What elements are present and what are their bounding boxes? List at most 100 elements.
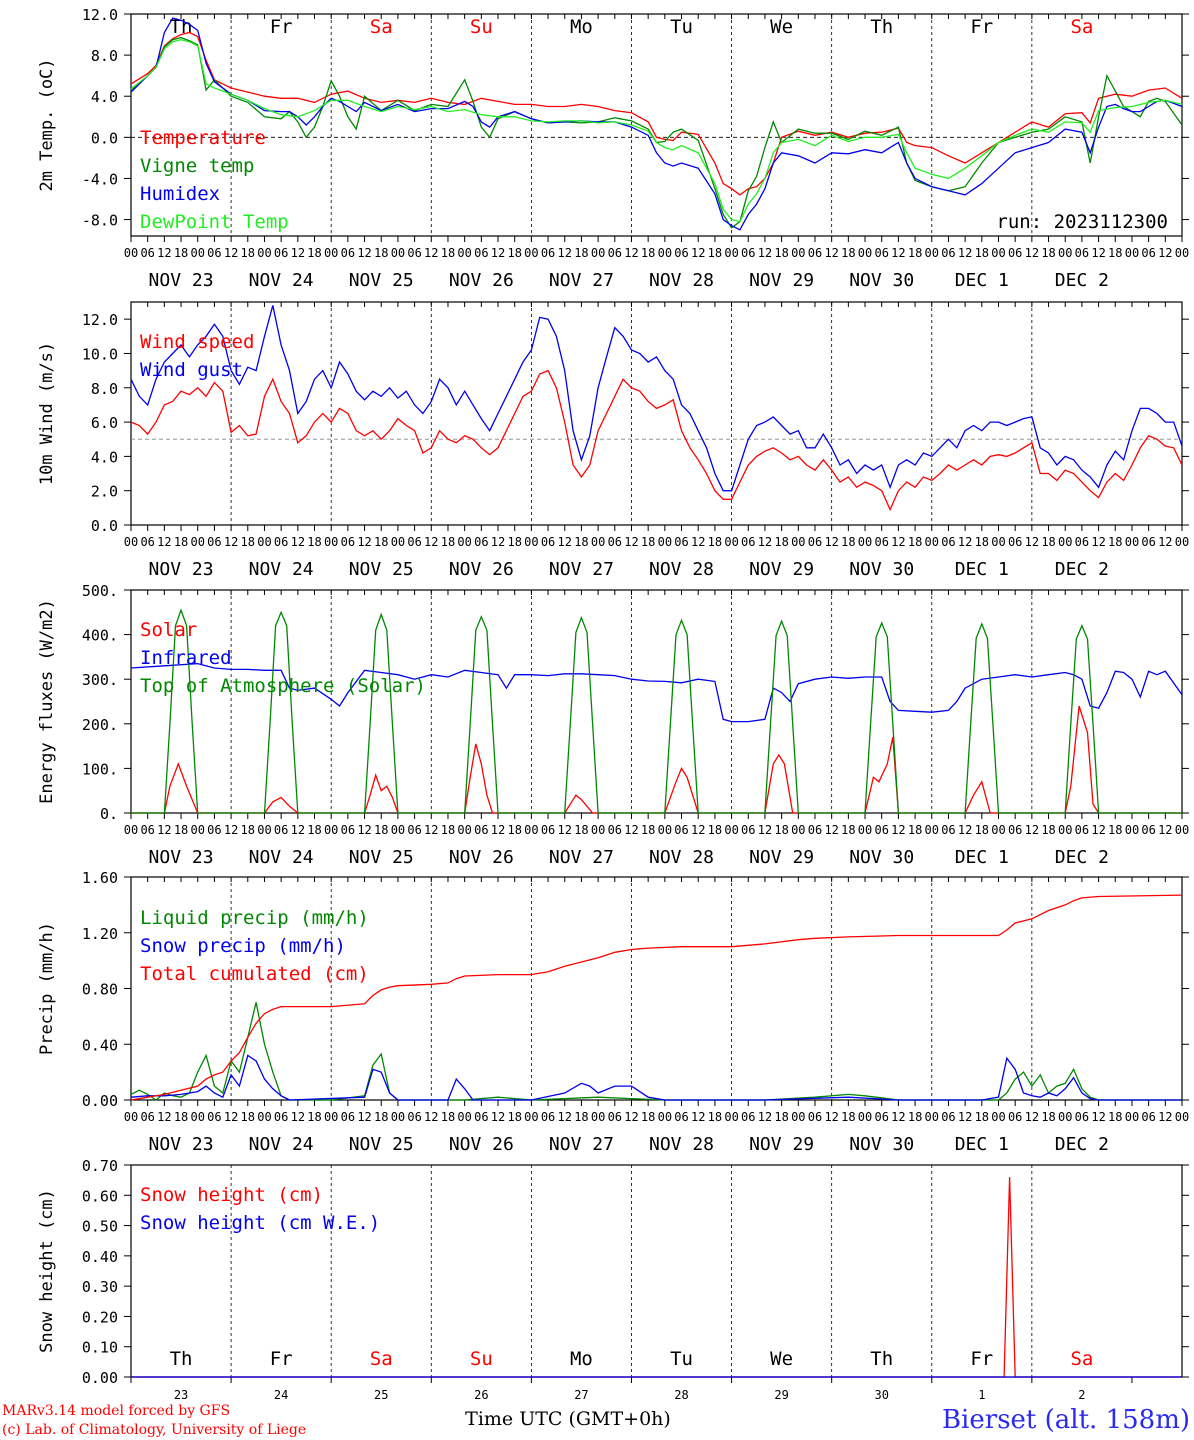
- x-hour-label: 00: [524, 1110, 538, 1124]
- day-number-label: 28: [674, 1388, 688, 1402]
- x-hour-label: 12: [958, 535, 972, 549]
- day-label: Sa: [1070, 1348, 1093, 1370]
- day-label: We: [770, 1348, 793, 1370]
- x-hour-label: 00: [858, 1110, 872, 1124]
- x-date-label: NOV 30: [849, 1134, 914, 1155]
- x-hour-label: 00: [457, 823, 471, 837]
- x-hour-label: 12: [491, 246, 505, 260]
- x-date-label: NOV 28: [649, 559, 714, 580]
- x-hour-label: 12: [691, 1110, 705, 1124]
- x-hour-label: 12: [1091, 1110, 1105, 1124]
- x-date-label: NOV 30: [849, 559, 914, 580]
- x-hour-label: 18: [174, 246, 188, 260]
- x-hour-label: 12: [424, 823, 438, 837]
- x-hour-label: 06: [1008, 1110, 1022, 1124]
- y-tick-label: 1.20: [82, 925, 118, 943]
- x-hour-label: 18: [641, 823, 655, 837]
- x-hour-label: 12: [424, 246, 438, 260]
- x-date-label: NOV 27: [549, 1134, 614, 1155]
- x-hour-label: 06: [341, 246, 355, 260]
- x-hour-label: 00: [991, 823, 1005, 837]
- x-hour-label: 06: [140, 1110, 154, 1124]
- x-hour-label: 06: [274, 823, 288, 837]
- x-hour-label: 06: [941, 535, 955, 549]
- x-hour-label: 00: [457, 535, 471, 549]
- x-hour-label: 06: [1141, 823, 1155, 837]
- legend-entry: Wind speed: [140, 331, 254, 353]
- x-hour-label: 18: [441, 535, 455, 549]
- x-hour-label: 12: [1158, 535, 1172, 549]
- series-line-total-cumulated-cm: [130, 894, 1183, 1101]
- x-hour-label: 12: [157, 535, 171, 549]
- day-label: Sa: [1070, 16, 1093, 38]
- x-date-label: NOV 26: [449, 270, 514, 291]
- x-hour-label: 18: [975, 1110, 989, 1124]
- x-date-label: NOV 24: [249, 847, 314, 868]
- x-hour-label: 00: [1175, 1110, 1189, 1124]
- x-hour-label: 12: [958, 1110, 972, 1124]
- x-hour-label: 06: [874, 535, 888, 549]
- x-hour-label: 00: [658, 823, 672, 837]
- x-date-label: DEC 1: [955, 847, 1009, 868]
- x-hour-label: 06: [474, 535, 488, 549]
- x-date-label: NOV 29: [749, 1134, 814, 1155]
- x-hour-label: 00: [324, 535, 338, 549]
- day-label: Sa: [370, 16, 393, 38]
- x-hour-label: 06: [741, 535, 755, 549]
- series-line-dewpoint-temp: [130, 39, 1183, 223]
- x-hour-label: 12: [1025, 246, 1039, 260]
- x-hour-label: 00: [391, 823, 405, 837]
- x-hour-label: 00: [925, 535, 939, 549]
- x-hour-label: 18: [174, 535, 188, 549]
- day-label: Fr: [970, 16, 993, 38]
- y-tick-label: 4.0: [91, 448, 118, 466]
- copyright-credit: (c) Lab. of Climatology, University of L…: [2, 1422, 306, 1438]
- day-label: Th: [870, 16, 893, 38]
- x-hour-label: 06: [140, 823, 154, 837]
- x-hour-label: 12: [891, 535, 905, 549]
- x-hour-label: 12: [491, 823, 505, 837]
- x-hour-label: 06: [1075, 1110, 1089, 1124]
- x-hour-label: 00: [1175, 823, 1189, 837]
- x-hour-label: 06: [407, 1110, 421, 1124]
- x-date-label: DEC 1: [955, 1134, 1009, 1155]
- x-hour-label: 18: [374, 823, 388, 837]
- x-hour-label: 18: [507, 1110, 521, 1124]
- x-hour-label: 18: [708, 823, 722, 837]
- x-hour-label: 18: [841, 535, 855, 549]
- x-hour-label: 18: [1041, 1110, 1055, 1124]
- x-hour-label: 00: [457, 1110, 471, 1124]
- x-hour-label: 18: [241, 246, 255, 260]
- x-hour-label: 00: [858, 823, 872, 837]
- x-hour-label: 00: [791, 1110, 805, 1124]
- y-tick-label: 8.0: [91, 380, 118, 398]
- x-hour-label: 06: [274, 246, 288, 260]
- x-hour-label: 18: [908, 823, 922, 837]
- panel-frame: [130, 301, 1183, 526]
- x-hour-label: 00: [791, 823, 805, 837]
- x-hour-label: 18: [307, 246, 321, 260]
- legend-entry: Snow height (cm W.E.): [140, 1212, 380, 1234]
- x-hour-label: 00: [191, 535, 205, 549]
- y-tick-label: 0.20: [82, 1308, 118, 1326]
- day-label: Su: [470, 1348, 493, 1370]
- x-hour-label: 06: [941, 1110, 955, 1124]
- x-hour-label: 06: [407, 535, 421, 549]
- x-hour-label: 12: [357, 535, 371, 549]
- x-hour-label: 18: [441, 246, 455, 260]
- x-hour-label: 06: [808, 1110, 822, 1124]
- x-hour-label: 18: [841, 1110, 855, 1124]
- x-hour-label: 06: [741, 246, 755, 260]
- run-annotation: run: 2023112300: [996, 211, 1168, 233]
- x-hour-label: 12: [224, 823, 238, 837]
- day-number-label: 24: [274, 1388, 288, 1402]
- x-hour-label: 06: [1141, 246, 1155, 260]
- x-hour-label: 00: [391, 535, 405, 549]
- x-hour-label: 12: [558, 246, 572, 260]
- x-hour-label: 00: [391, 246, 405, 260]
- x-hour-label: 06: [541, 535, 555, 549]
- x-hour-label: 18: [975, 246, 989, 260]
- day-number-label: 26: [474, 1388, 488, 1402]
- x-hour-label: 06: [341, 535, 355, 549]
